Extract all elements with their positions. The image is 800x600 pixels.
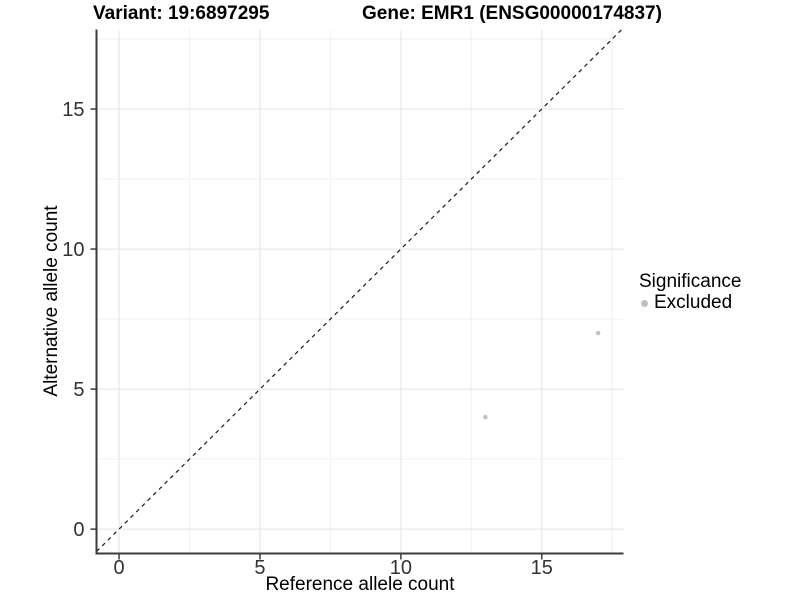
- legend-key-dot-icon: [641, 299, 648, 307]
- data-point: [595, 330, 601, 336]
- data-point: [483, 414, 488, 420]
- y-tick-label: 10: [62, 239, 84, 261]
- x-tick-label: 5: [254, 557, 265, 579]
- legend: Significance Excluded: [639, 271, 741, 312]
- gene-title: Gene: EMR1 (ENSG00000174837): [362, 3, 662, 24]
- x-tick-label: 15: [531, 557, 553, 579]
- legend-title: Significance: [639, 271, 742, 292]
- y-axis-title: Alternative allele count: [41, 205, 62, 397]
- legend-item-label: Excluded: [654, 292, 733, 313]
- identity-line: [96, 29, 623, 552]
- x-tick-label: 0: [113, 557, 124, 579]
- legend-item-excluded: Excluded: [639, 292, 741, 313]
- variant-title: Variant: 19:6897295: [93, 3, 270, 24]
- y-tick-label: 5: [73, 379, 84, 401]
- x-axis-title: Reference allele count: [265, 574, 455, 595]
- y-tick-label: 0: [73, 519, 84, 541]
- x-tick-label: 10: [390, 557, 412, 579]
- y-tick-label: 15: [62, 99, 84, 121]
